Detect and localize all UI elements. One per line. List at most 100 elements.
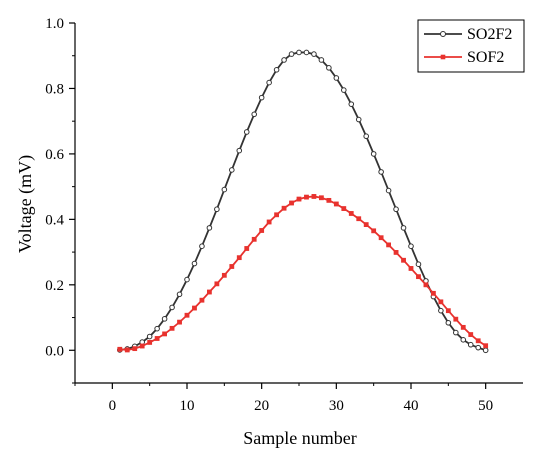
data-point	[401, 257, 406, 263]
data-point	[423, 282, 429, 288]
data-point	[408, 266, 414, 271]
data-point	[482, 347, 489, 354]
data-point	[416, 274, 421, 280]
data-point	[236, 147, 243, 154]
data-point	[169, 325, 175, 331]
legend-marker-so2f2	[440, 31, 446, 37]
data-point	[117, 346, 123, 352]
data-point	[378, 169, 384, 175]
series-line-sof2	[119, 195, 487, 351]
data-point	[296, 196, 302, 202]
data-point	[244, 246, 250, 251]
y-tick-label: 0.4	[45, 212, 64, 228]
data-point	[326, 197, 332, 203]
data-point	[154, 325, 160, 332]
data-point	[281, 205, 287, 211]
data-point	[341, 206, 347, 211]
data-point	[147, 340, 153, 345]
legend-label-so2f2: SO2F2	[467, 26, 512, 43]
legend-box	[417, 19, 525, 73]
data-point	[400, 225, 407, 231]
data-point	[236, 255, 242, 261]
data-point	[154, 336, 160, 341]
data-point	[221, 186, 228, 193]
data-point	[318, 57, 325, 63]
data-point	[288, 51, 295, 57]
data-point	[438, 299, 444, 305]
data-point	[363, 222, 369, 227]
data-point	[169, 304, 175, 311]
data-point	[304, 194, 309, 200]
data-point	[266, 79, 272, 86]
data-point	[468, 332, 474, 337]
x-tick-label: 20	[254, 398, 269, 414]
data-point	[341, 87, 347, 93]
data-point	[199, 297, 205, 303]
data-point	[318, 195, 324, 201]
data-point	[281, 57, 287, 63]
data-point	[475, 344, 482, 351]
data-point	[408, 243, 414, 249]
data-point	[176, 291, 183, 298]
data-point	[333, 75, 340, 81]
legend-marker-sof2	[440, 54, 446, 60]
axis-ticks: 0 10 20 30 40 50 0.0 0.2 0.4 0.6 0.8 1.0	[45, 16, 493, 414]
data-point	[273, 67, 280, 73]
data-point	[139, 343, 145, 349]
series-sof2	[117, 194, 489, 353]
y-axis-title: Voltage (mV)	[15, 155, 36, 253]
data-point	[243, 129, 250, 135]
data-point	[393, 206, 399, 213]
data-point	[206, 225, 213, 231]
data-point	[192, 305, 197, 311]
data-point	[221, 272, 227, 278]
data-point	[207, 289, 212, 295]
data-point	[289, 200, 294, 206]
data-point	[124, 347, 130, 353]
x-axis-title: Sample number	[243, 428, 356, 448]
x-tick-label: 0	[109, 398, 117, 414]
data-point	[445, 308, 451, 314]
data-point	[445, 319, 452, 326]
x-tick-label: 40	[404, 398, 419, 414]
data-point	[356, 216, 362, 222]
data-point	[258, 94, 265, 101]
data-point	[326, 65, 332, 71]
data-point	[161, 316, 168, 322]
data-point	[483, 343, 489, 349]
y-tick-label: 0.2	[45, 278, 64, 294]
data-point	[453, 316, 459, 322]
y-tick-label: 0.0	[45, 343, 64, 359]
data-point	[371, 228, 377, 234]
data-point	[460, 337, 467, 343]
data-point	[199, 243, 205, 249]
data-point	[274, 212, 279, 218]
data-point	[296, 49, 302, 56]
data-point	[453, 329, 459, 336]
data-point	[311, 194, 317, 199]
data-point	[386, 242, 391, 248]
data-point	[348, 211, 354, 216]
data-point	[363, 133, 370, 140]
y-tick-label: 1.0	[45, 16, 64, 32]
legend-label-sof2: SOF2	[467, 49, 504, 66]
x-tick-label: 50	[478, 398, 493, 414]
data-point	[214, 281, 220, 287]
data-point	[378, 235, 384, 241]
y-tick-label: 0.8	[45, 81, 64, 97]
plot-area	[74, 23, 523, 384]
data-point	[214, 206, 220, 213]
data-point	[333, 201, 339, 207]
data-point	[430, 290, 436, 296]
data-point	[177, 319, 182, 325]
data-point	[251, 111, 257, 118]
data-point	[191, 260, 198, 267]
legend: SO2F2 SOF2	[417, 19, 525, 73]
data-point	[311, 51, 317, 57]
data-point	[385, 187, 392, 194]
data-point	[303, 49, 310, 56]
series-so2f2	[117, 49, 489, 354]
data-point	[370, 151, 377, 157]
data-point	[229, 264, 235, 269]
